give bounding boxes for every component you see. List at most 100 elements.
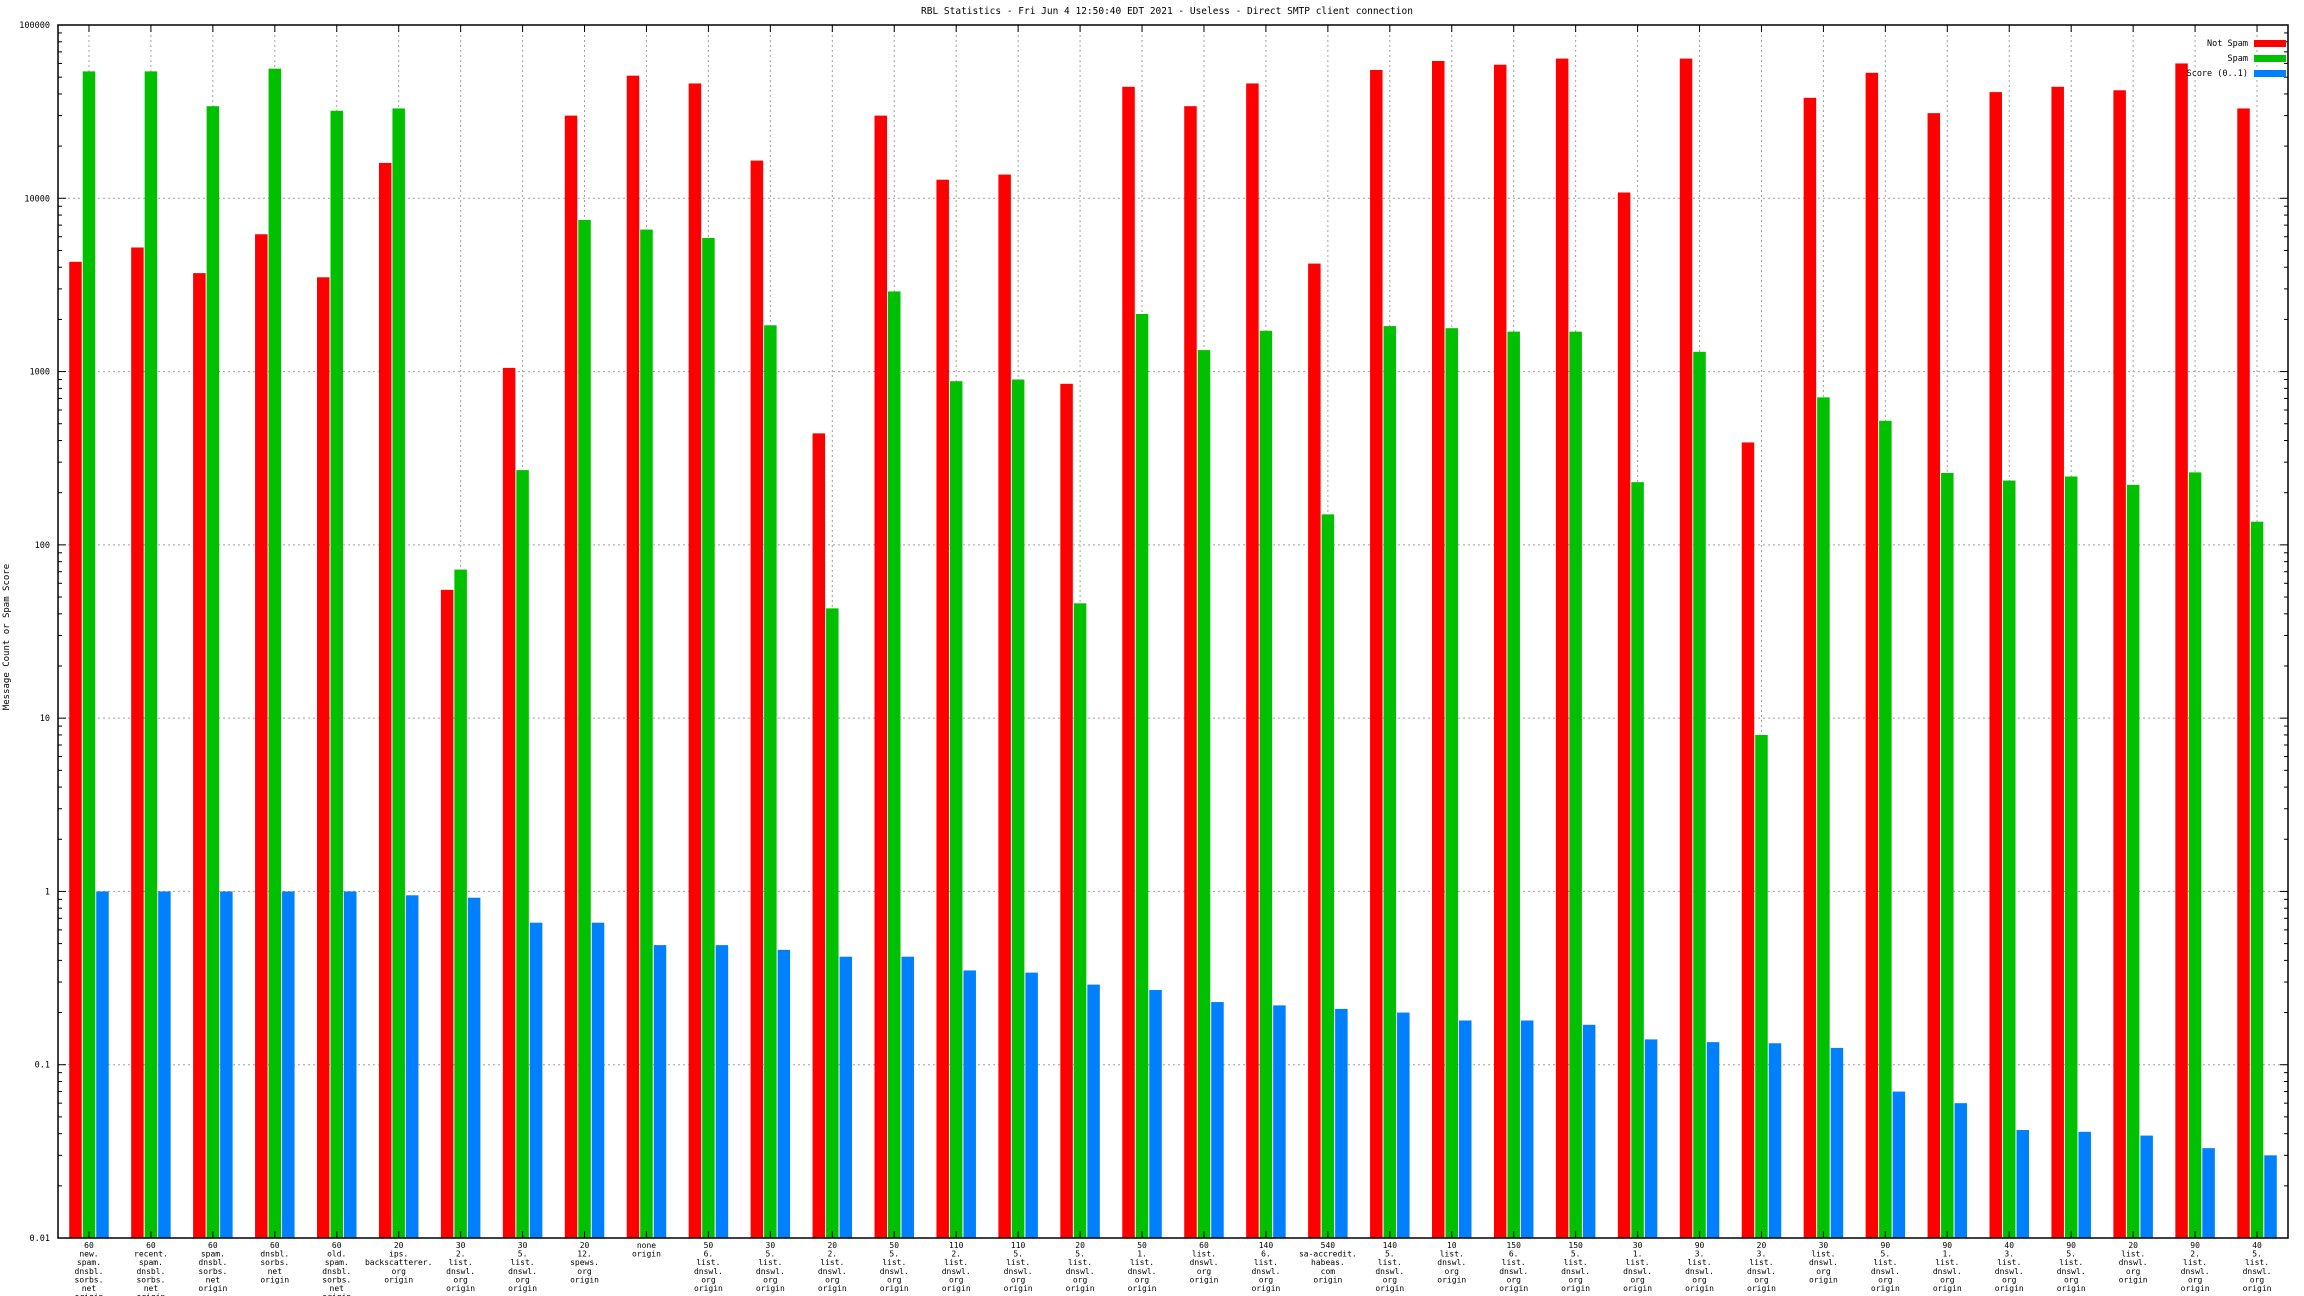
bar-spam (1011, 379, 1025, 1238)
bar-score-0-1 (1644, 1039, 1658, 1238)
bar-not-spam (750, 160, 764, 1238)
bar-score-0-1 (1582, 1024, 1596, 1238)
bar-not-spam (1927, 113, 1941, 1238)
bar-score-0-1 (1211, 1002, 1224, 1238)
x-tick-label: 50 5. list. dnswl. org origin (880, 1241, 909, 1293)
bar-spam (2003, 480, 2016, 1238)
chart-title: RBL Statistics - Fri Jun 4 12:50:40 EDT … (921, 6, 1413, 17)
bar-score-0-1 (777, 949, 791, 1238)
x-tick-label: 10 list. dnswl. org origin (1437, 1241, 1466, 1284)
bar-spam (330, 110, 343, 1238)
x-tick-label: 20 3. list. dnswl. org origin (1747, 1241, 1776, 1293)
bar-score-0-1 (1706, 1042, 1720, 1238)
bar-not-spam (1184, 106, 1197, 1239)
bar-spam (1755, 734, 1768, 1238)
y-tick-label: 0.1 (35, 1061, 50, 1071)
bar-spam (1569, 331, 1582, 1238)
x-tick-label: 140 5. list. dnswl. org origin (1375, 1241, 1404, 1293)
bar-not-spam (1803, 97, 1817, 1238)
bar-spam (206, 106, 220, 1239)
bar-score-0-1 (1520, 1020, 1534, 1238)
x-tick-label: 20 2. list. dnswl. org origin (818, 1241, 847, 1293)
bar-score-0-1 (1397, 1012, 1410, 1238)
bar-not-spam (1060, 383, 1073, 1238)
x-tick-label: 150 6. list. dnswl. org origin (1499, 1241, 1528, 1293)
x-tick-label: 90 3. list. dnswl. org origin (1685, 1241, 1714, 1293)
y-axis-label: Message Count or Spam Score (2, 564, 12, 710)
bar-score-0-1 (1459, 1020, 1472, 1238)
bar-not-spam (936, 179, 949, 1238)
x-tick-label: 20 12. spews. org origin (570, 1241, 599, 1284)
bar-not-spam (317, 277, 330, 1238)
y-tick-label: 1000 (30, 368, 50, 378)
bar-score-0-1 (529, 922, 543, 1238)
bar-not-spam (812, 433, 826, 1239)
bar-spam (268, 68, 282, 1239)
axis-ticks: 0.01 0.1 1 10 100 1000 10000 100000 (19, 21, 2288, 1244)
bar-score-0-1 (2078, 1131, 2091, 1238)
bar-score-0-1 (1830, 1047, 1844, 1238)
x-tick-label: 50 1. list. dnswl. org origin (1128, 1241, 1157, 1293)
bar-spam (1817, 397, 1830, 1239)
x-tick-label: 140 6. list. dnswl. org origin (1251, 1241, 1280, 1293)
bar-not-spam (1679, 58, 1693, 1239)
y-tick-label: 100 (35, 541, 50, 551)
bar-not-spam (440, 589, 454, 1238)
x-tick-label: 90 5. list. dnswl. org origin (1871, 1241, 1900, 1293)
bar-score-0-1 (2016, 1129, 2029, 1238)
plot-frame (57, 24, 2289, 1239)
bar-score-0-1 (1149, 989, 1162, 1238)
bar-not-spam (1493, 64, 1507, 1238)
bar-not-spam (1432, 60, 1445, 1238)
bar-spam (1693, 351, 1706, 1238)
bar-score-0-1 (405, 895, 419, 1238)
x-tick-label: 110 5. list. dnswl. org origin (1004, 1241, 1033, 1293)
x-tick-label: 20 ips. backscatterer. org origin (365, 1241, 432, 1284)
bar-score-0-1 (1892, 1091, 1906, 1238)
x-tick-label: 150 5. list. dnswl. org origin (1561, 1241, 1590, 1293)
bar-score-0-1 (901, 956, 914, 1238)
x-tick-label: 60 dnsbl. sorbs. net origin (260, 1241, 289, 1284)
bar-score-0-1 (1954, 1103, 1968, 1238)
x-tick-label: 30 list. dnswl. org origin (1809, 1241, 1838, 1284)
x-tick-label: 30 2. list. dnswl. org origin (446, 1241, 475, 1293)
bar-score-0-1 (963, 970, 976, 1238)
bar-not-spam (626, 75, 640, 1238)
bar-spam (2250, 521, 2264, 1238)
bar-spam (1941, 472, 1954, 1238)
x-tick-label: 30 1. list. dnswl. org origin (1623, 1241, 1652, 1293)
bar-spam (949, 381, 963, 1239)
bar-spam (1631, 482, 1644, 1238)
bar-not-spam (193, 273, 206, 1238)
y-tick-label: 10 (40, 714, 50, 724)
bar-score-0-1 (1335, 1008, 1348, 1238)
bar-not-spam (502, 367, 516, 1238)
bar-not-spam (1741, 442, 1755, 1238)
bar-spam (888, 291, 901, 1238)
y-tick-label: 1 (45, 887, 50, 897)
bar-spam (826, 608, 839, 1238)
bar-score-0-1 (1087, 984, 1100, 1238)
bars (69, 58, 2277, 1239)
bar-spam (1073, 603, 1087, 1238)
x-tick-label: 110 2. list. dnswl. org origin (942, 1241, 971, 1293)
y-tick-label: 100000 (19, 21, 50, 31)
x-tick-label: 90 2. list. dnswl. org origin (2181, 1241, 2210, 1293)
bar-spam (2188, 472, 2202, 1239)
bar-score-0-1 (1768, 1043, 1782, 1238)
bar-score-0-1 (715, 945, 729, 1238)
bar-score-0-1 (2140, 1135, 2153, 1238)
bar-spam (1259, 330, 1273, 1239)
bar-not-spam (1617, 192, 1631, 1238)
bar-score-0-1 (591, 922, 605, 1238)
x-tick-label: 30 5. list. dnswl. org origin (508, 1241, 537, 1293)
bar-spam (764, 325, 777, 1238)
legend-label: Score (0..1) (2187, 69, 2248, 79)
x-tick-label: 90 5. list. dnswl. org origin (2057, 1241, 2086, 1293)
bar-not-spam (998, 174, 1011, 1238)
x-tick-label: 60 spam. dnsbl. sorbs. net origin (198, 1241, 227, 1293)
legend-label: Spam (2228, 54, 2248, 64)
